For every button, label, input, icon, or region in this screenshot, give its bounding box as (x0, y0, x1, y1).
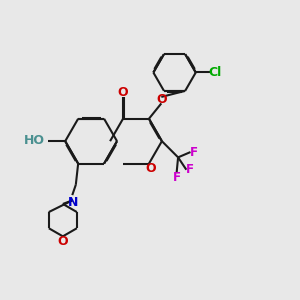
Text: F: F (172, 172, 181, 184)
Text: O: O (157, 93, 167, 106)
Text: F: F (186, 163, 194, 176)
Text: Cl: Cl (208, 66, 221, 79)
Text: O: O (58, 235, 68, 248)
Text: HO: HO (24, 134, 45, 147)
Text: F: F (190, 146, 198, 159)
Text: N: N (68, 196, 78, 209)
Text: O: O (118, 86, 128, 99)
Text: O: O (145, 162, 156, 175)
